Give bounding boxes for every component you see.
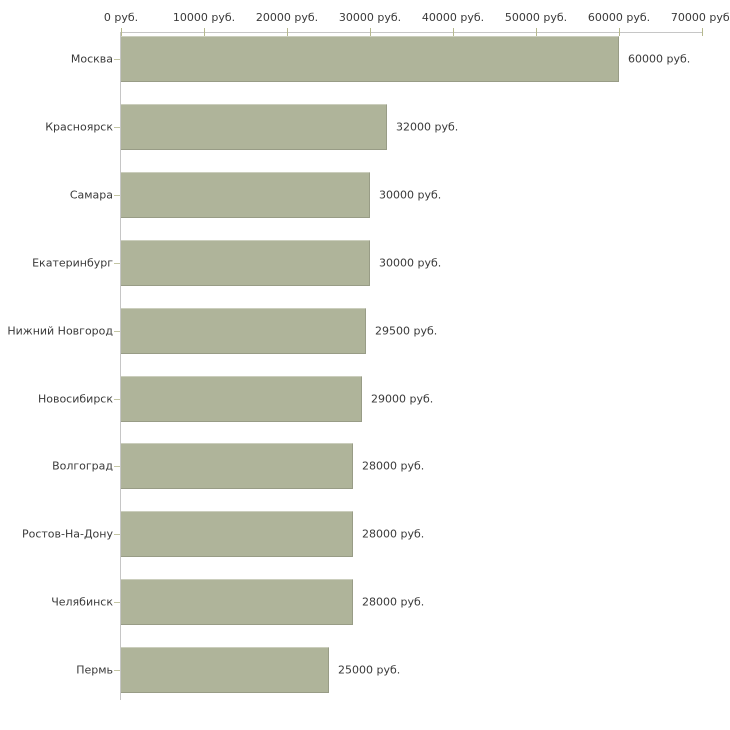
category-label: Нижний Новгород xyxy=(7,324,113,338)
x-tick-label: 30000 руб. xyxy=(338,11,402,24)
category-label: Пермь xyxy=(76,663,113,677)
x-tick-mark xyxy=(702,28,703,36)
bar-1 xyxy=(121,104,387,150)
value-label: 29000 руб. xyxy=(371,392,434,406)
x-tick-mark xyxy=(121,28,122,36)
x-tick-mark xyxy=(204,28,205,36)
y-axis-line xyxy=(120,32,121,700)
bar-3 xyxy=(121,240,370,286)
bar-4 xyxy=(121,308,366,354)
x-tick-label: 0 руб. xyxy=(103,11,139,24)
bar-9 xyxy=(121,647,329,693)
bar-8 xyxy=(121,579,353,625)
bar-5 xyxy=(121,376,362,422)
x-tick-label: 20000 руб. xyxy=(255,11,319,24)
category-label: Москва xyxy=(70,52,113,66)
x-tick-mark xyxy=(287,28,288,36)
y-tick-mark xyxy=(114,602,120,603)
bar-6 xyxy=(121,443,353,489)
x-tick-mark xyxy=(619,28,620,36)
bar-0 xyxy=(121,36,619,82)
y-tick-mark xyxy=(114,466,120,467)
x-tick-label: 60000 руб. xyxy=(587,11,651,24)
x-axis-line xyxy=(121,32,702,33)
value-label: 28000 руб. xyxy=(362,595,425,609)
category-label: Челябинск xyxy=(51,595,113,609)
value-label: 28000 руб. xyxy=(362,459,425,473)
x-tick-label: 10000 руб. xyxy=(172,11,236,24)
bar-7 xyxy=(121,511,353,557)
y-tick-mark xyxy=(114,59,120,60)
x-tick-mark xyxy=(370,28,371,36)
category-label: Красноярск xyxy=(45,120,113,134)
x-tick-label: 50000 руб. xyxy=(504,11,568,24)
y-tick-mark xyxy=(114,263,120,264)
x-tick-label: 70000 руб. xyxy=(670,11,730,24)
x-tick-mark xyxy=(536,28,537,36)
value-label: 60000 руб. xyxy=(628,52,691,66)
y-tick-mark xyxy=(114,670,120,671)
category-label: Волгоград xyxy=(52,459,113,473)
y-tick-mark xyxy=(114,399,120,400)
value-label: 30000 руб. xyxy=(379,256,442,270)
value-label: 25000 руб. xyxy=(338,663,401,677)
value-label: 32000 руб. xyxy=(396,120,459,134)
y-tick-mark xyxy=(114,127,120,128)
category-label: Новосибирск xyxy=(37,392,113,406)
value-label: 29500 руб. xyxy=(375,324,438,338)
value-label: 28000 руб. xyxy=(362,527,425,541)
value-label: 30000 руб. xyxy=(379,188,442,202)
category-label: Екатеринбург xyxy=(32,256,113,270)
category-label: Самара xyxy=(69,188,113,202)
category-label: Ростов-На-Дону xyxy=(21,527,113,541)
y-tick-mark xyxy=(114,195,120,196)
y-tick-mark xyxy=(114,331,120,332)
x-tick-label: 40000 руб. xyxy=(421,11,485,24)
x-tick-mark xyxy=(453,28,454,36)
bar-2 xyxy=(121,172,370,218)
y-tick-mark xyxy=(114,534,120,535)
